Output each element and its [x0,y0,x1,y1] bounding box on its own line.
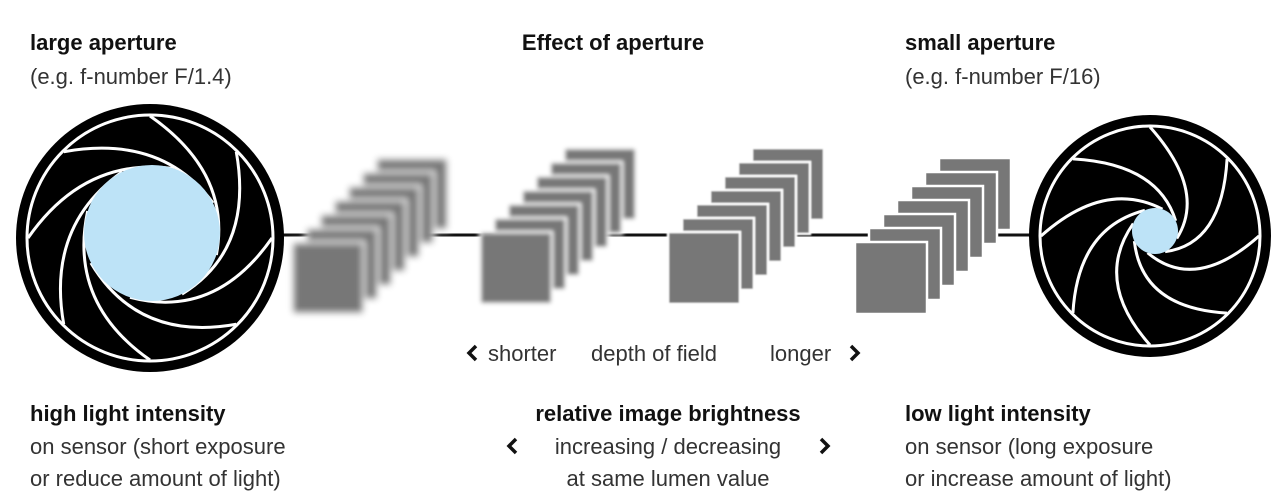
chevron-right [851,346,858,360]
bottom-right-line1: on sensor (long exposure [905,434,1153,459]
left-subtitle: (e.g. f-number F/1.4) [30,64,232,89]
diagram: large aperture (e.g. f-number F/1.4) Eff… [0,0,1271,495]
center-title: Effect of aperture [522,30,704,55]
dof-left: shorter [488,341,556,366]
illustration [16,104,1271,372]
bottom-left-line1: on sensor (short exposure [30,434,286,459]
right-title: small aperture [905,30,1055,55]
chevron-left [469,346,476,360]
bottom-left-line2: or reduce amount of light) [30,466,281,491]
image-stack [668,148,824,304]
bottom-center-line2: at same lumen value [567,466,770,491]
dof-label: depth of field [591,341,717,366]
aperture [16,104,284,372]
image-frame [292,242,364,314]
bottom-right-line2: or increase amount of light) [905,466,1172,491]
aperture-opening [84,165,220,301]
right-subtitle: (e.g. f-number F/16) [905,64,1101,89]
aperture-opening [1132,208,1178,254]
image-frame [480,232,552,304]
image-frame [855,242,927,314]
bottom-center-line1: increasing / decreasing [555,434,781,459]
dof-right: longer [770,341,831,366]
image-frame [668,232,740,304]
image-stack [480,148,636,304]
aperture [1029,115,1271,357]
bottom-left-title: high light intensity [30,401,226,426]
chevron-left [509,439,516,453]
bottom-right-title: low light intensity [905,401,1092,426]
image-stack [855,158,1011,314]
image-stack [292,158,448,314]
left-title: large aperture [30,30,177,55]
chevron-right [821,439,828,453]
bottom-center-title: relative image brightness [535,401,800,426]
